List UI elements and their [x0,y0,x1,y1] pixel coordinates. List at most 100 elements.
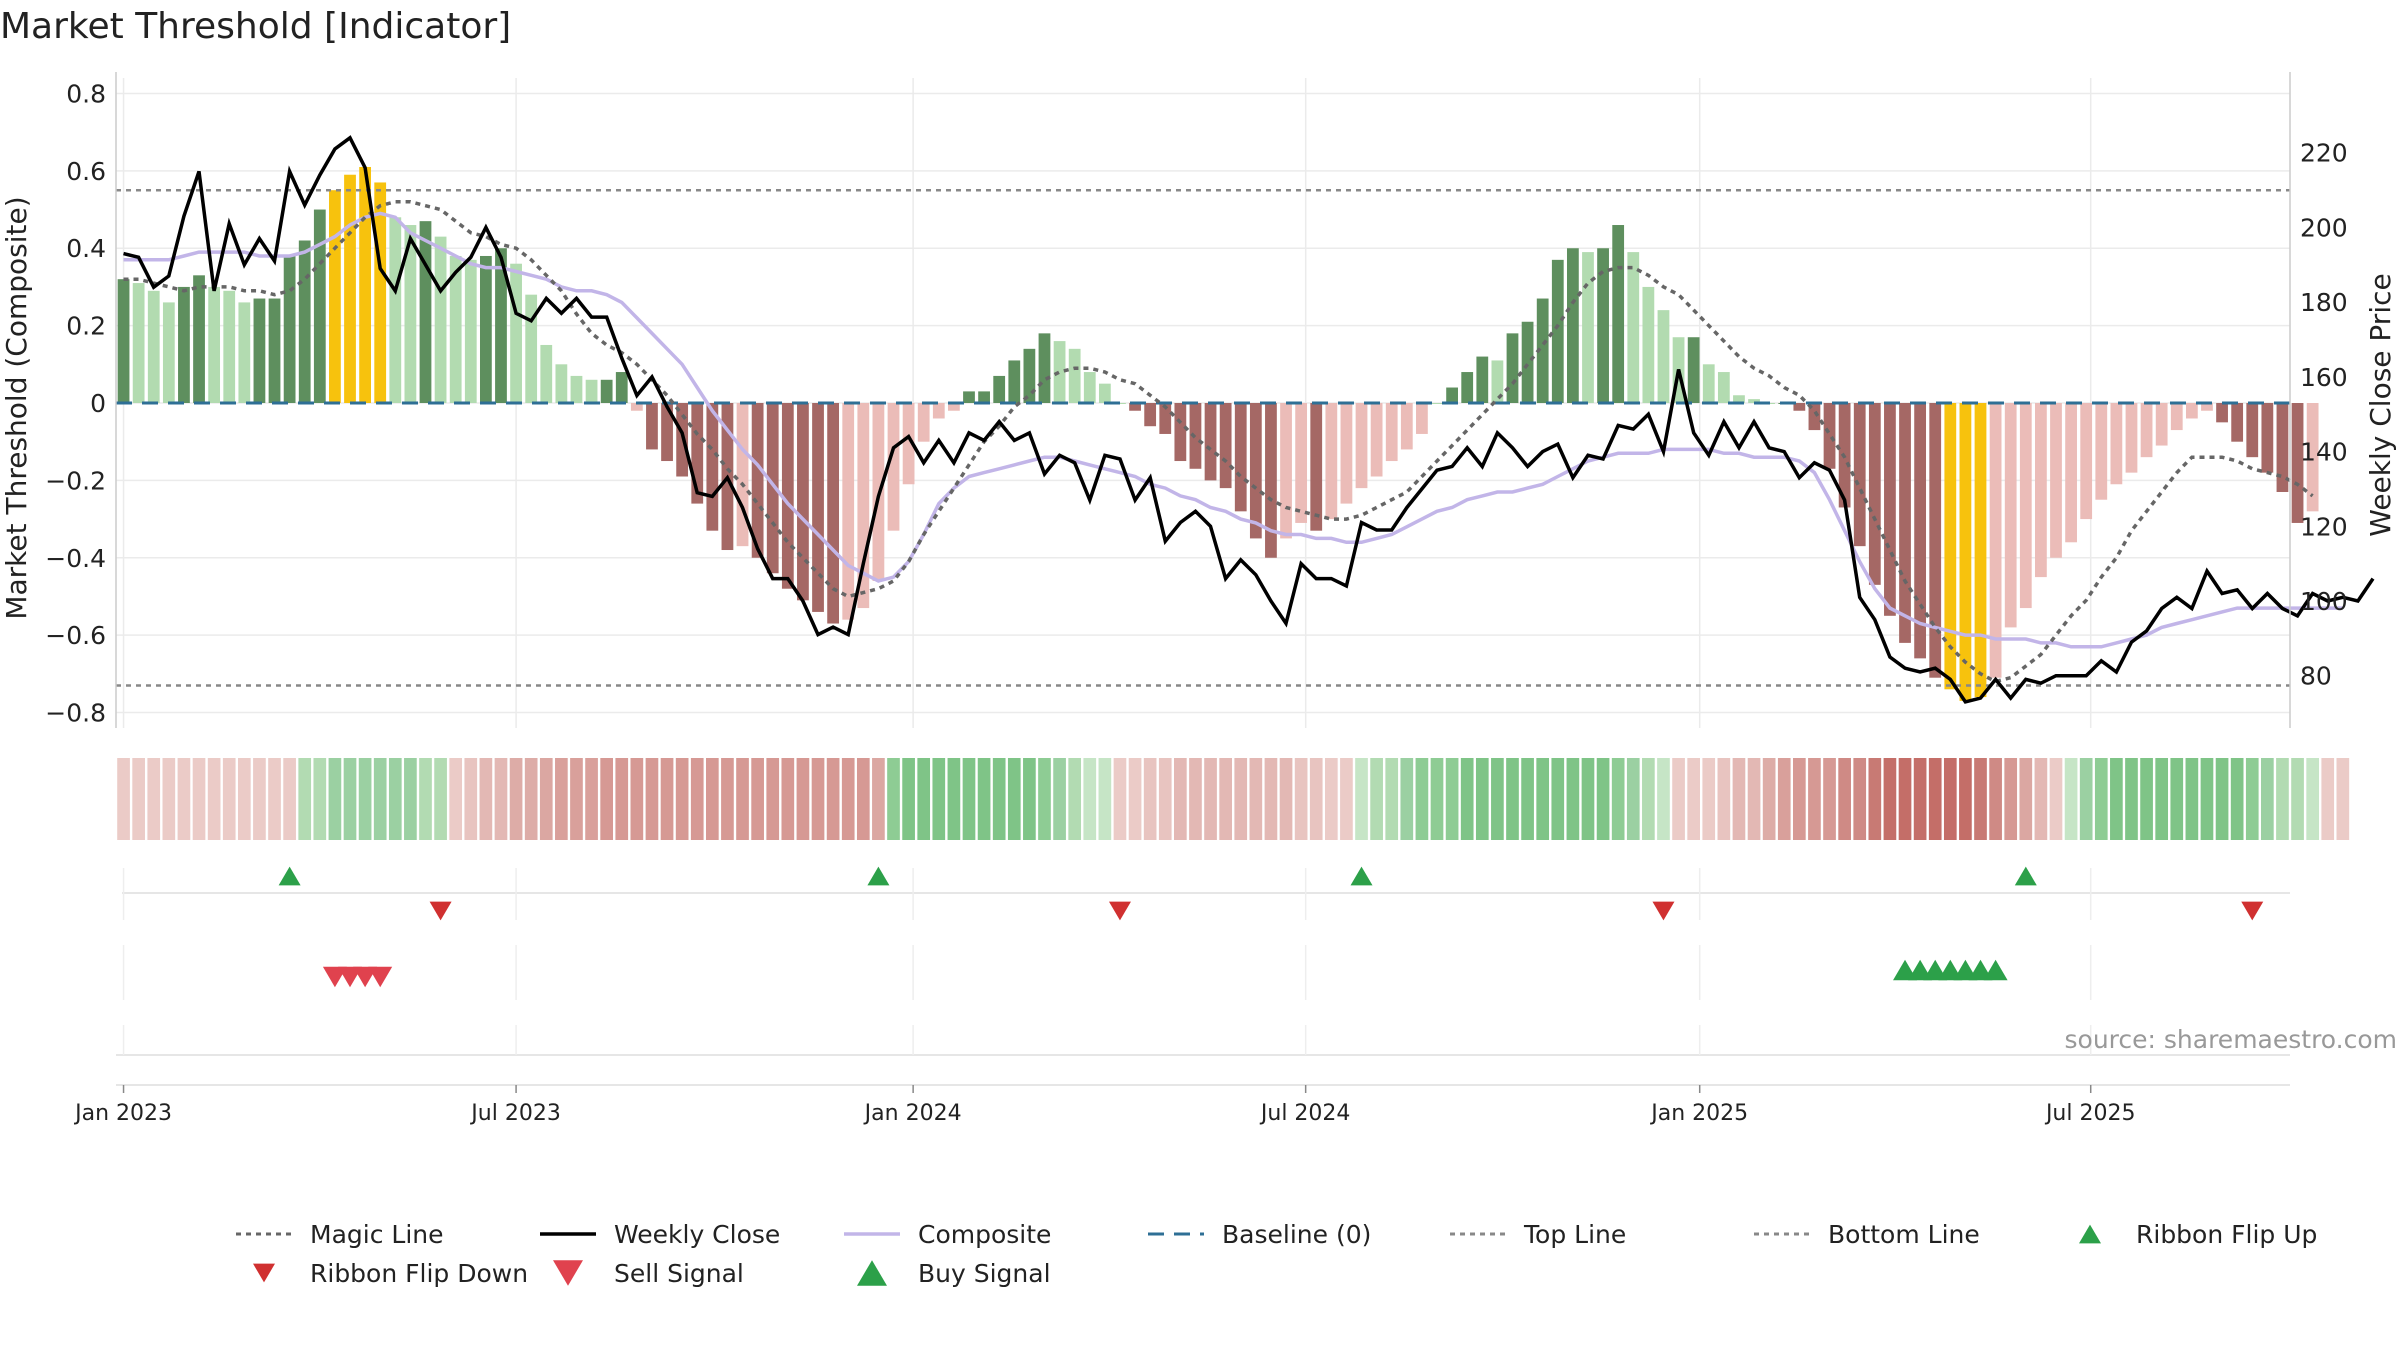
ribbon-cell [1128,758,1142,840]
composite-bar [2095,403,2108,500]
composite-bar [1597,248,1609,403]
legend-item-top: Top Line [1450,1220,1626,1249]
composite-bar [359,166,371,403]
composite-bar [1582,252,1594,403]
composite-bar [1461,372,1474,403]
ribbon-cell [2291,758,2304,840]
composite-bar [162,302,175,403]
composite-bar [374,182,387,403]
legend-label: Sell Signal [614,1259,744,1288]
composite-bar [615,372,628,403]
composite-bar [1083,372,1096,403]
composite-bar [1219,403,1232,489]
buy-signal-marker [1350,866,1373,886]
composite-bar [419,221,432,403]
composite-bar [1657,310,1670,403]
ribbon-cell [222,758,236,840]
composite-bar [1053,341,1066,403]
y-tick-label-right: 100 [2300,587,2348,616]
composite-bar [1068,348,1081,403]
composite-bar [797,403,809,601]
buy-signal-marker [278,866,301,886]
legend-item-flipdown: Ribbon Flip Down [253,1259,528,1288]
ribbon-cell [600,758,614,840]
composite-bar [842,403,855,620]
ribbon-cell [615,758,629,840]
ribbon-flip-up-marker [1983,959,2008,981]
legend-item-magic: Magic Line [236,1220,444,1249]
composite-bar [404,225,417,403]
x-tick-label: Jul 2025 [2044,1101,2136,1126]
legend-label: Top Line [1523,1220,1626,1249]
ribbon-cell [1340,758,1353,840]
ribbon-cell [947,758,961,840]
ribbon-cell [2276,758,2289,840]
composite-bar [1431,403,1443,404]
legend-swatch [253,1263,275,1283]
ribbon-cell [1294,758,1308,840]
y-tick-label-right: 200 [2300,213,2348,242]
composite-bar [978,391,990,403]
composite-bar [736,403,749,547]
composite-bar [2155,403,2168,446]
composite-bar [2065,403,2077,543]
ribbon-cell [841,758,855,840]
composite-bar [1446,387,1458,403]
composite-bar [1038,333,1051,403]
ribbon-cell [1415,758,1429,840]
ribbon-flip-up-marker [1893,959,1918,981]
sell-signal-marker [2241,901,2264,921]
ribbon-cell [2200,758,2214,840]
ribbon-cell [2155,758,2169,840]
ribbon-cell [1596,758,1610,840]
composite-bar [1400,403,1413,450]
x-tick-label: Jan 2023 [73,1101,172,1126]
composite-bar [932,403,945,419]
ribbon-cell [464,758,478,840]
composite-bar [1265,403,1277,558]
ribbon-cell [419,758,432,840]
ribbon-cell [585,758,598,840]
composite-bar [706,403,719,531]
ribbon-cell [1672,758,1685,840]
ribbon-cell [1959,758,1972,840]
y-tick-label-right: 120 [2300,512,2348,541]
ribbon-cell [1853,758,1867,840]
ribbon-cell [494,758,508,840]
composite-bar [1702,364,1715,403]
ribbon-cell [2140,758,2153,840]
composite-bar [2140,403,2153,458]
legend-item-bottom: Bottom Line [1754,1220,1980,1249]
ribbon-cell [1189,758,1202,840]
ribbon-cell [2034,758,2048,840]
ribbon-cell [479,758,493,840]
legend-item-close: Weekly Close [540,1220,780,1249]
legend-label: Ribbon Flip Up [2136,1220,2317,1249]
legend: Magic Line Weekly Close Composite Baseline … [236,1220,2317,1288]
ribbon-cell [192,758,206,840]
ribbon-cell [1174,758,1187,840]
ribbon-cell [1506,758,1519,840]
composite-bar [2004,403,2017,628]
ribbon-cell [1324,758,1338,840]
composite-bar [2201,403,2213,411]
composite-bar [2019,403,2032,609]
x-axis: Jan 2023 Jul 2023 Jan 2024 Jul 2024 Jan 2025… [73,1085,2135,1126]
composite-bar [661,403,673,462]
composite-bar [2276,403,2289,492]
composite-bar [525,294,538,403]
ribbon-cell [1642,758,1655,840]
ribbon-cell [872,758,885,840]
composite-bar [1566,248,1579,403]
ribbon-cell [1355,758,1368,840]
composite-bar [1959,403,1972,701]
ribbon-cell [917,758,931,840]
composite-bar [1144,403,1157,427]
composite-bar [1340,403,1353,504]
ribbon-cell [1762,758,1776,840]
composite-bar [178,286,190,403]
ribbon-cell [796,758,810,840]
ribbon-cell [1445,758,1459,840]
y-tick-label-left: 0 [90,389,106,418]
